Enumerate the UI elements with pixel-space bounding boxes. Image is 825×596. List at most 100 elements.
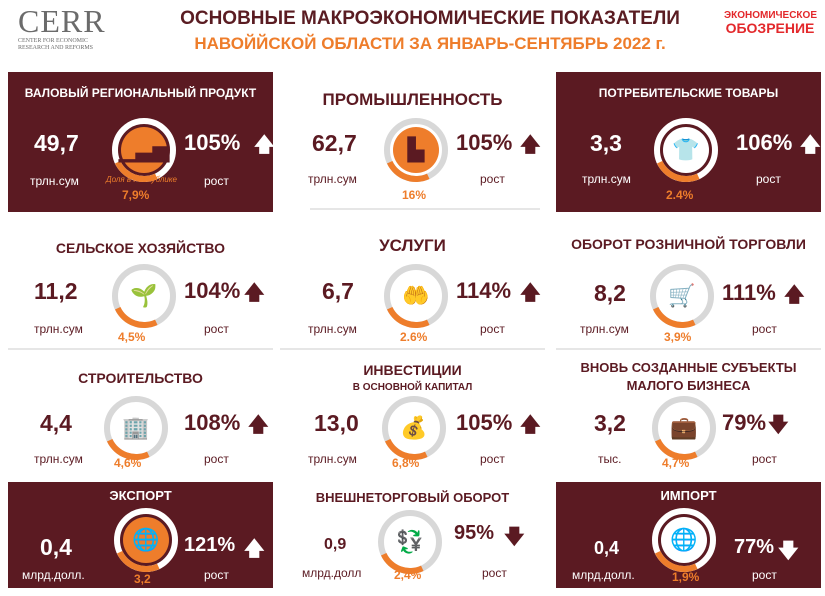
card-growth: 108% — [184, 410, 241, 435]
card-growth: 95% — [454, 522, 495, 544]
card-unit: млрд.долл. — [22, 568, 85, 582]
arrow-up-icon: 🡅 — [254, 134, 275, 156]
card-title: ВНОВЬ СОЗДАННЫЕ СУБЪЕКТЫ — [580, 360, 797, 375]
divider — [8, 348, 273, 350]
card-import: ИМПОРТ 0,4 млрд.долл. 🌐 1,9% 77% 🡇 рост — [556, 482, 821, 588]
share-ring — [384, 118, 448, 182]
card-growth: 79% — [722, 410, 767, 435]
card-title: ОБОРОТ РОЗНИЧНОЙ ТОРГОВЛИ — [571, 236, 806, 252]
share-ring — [104, 396, 168, 460]
arrow-up-icon: 🡅 — [248, 414, 269, 436]
card-investment: ИНВЕСТИЦИИ В ОСНОВНОЙ КАПИТАЛ 13,0 трлн.… — [280, 360, 545, 472]
share-note: Доля в Республике — [106, 175, 178, 184]
card-share: 3,9% — [664, 330, 692, 344]
card-unit: трлн.сум — [308, 452, 357, 466]
card-share: 3,2 — [134, 572, 151, 586]
card-smallbiz: ВНОВЬ СОЗДАННЫЕ СУБЪЕКТЫ МАЛОГО БИЗНЕСА … — [556, 360, 821, 472]
arrow-up-icon: 🡅 — [784, 284, 805, 306]
card-agri: СЕЛЬСКОЕ ХОЗЯЙСТВО 11,2 трлн.сум 🌱 4,5% … — [8, 222, 273, 350]
share-ring — [112, 264, 176, 328]
share-ring — [652, 396, 716, 460]
card-value: 0,9 — [324, 536, 347, 553]
card-value: 3,2 — [594, 410, 626, 436]
card-value: 11,2 — [34, 278, 78, 304]
card-share: 2.4% — [666, 188, 694, 202]
card-share: 6,8% — [392, 456, 420, 470]
card-growth: 106% — [736, 130, 793, 155]
card-value: 8,2 — [594, 280, 626, 306]
card-share: 7,9% — [122, 188, 150, 202]
share-ring — [654, 118, 718, 182]
card-title: ЭКСПОРТ — [109, 488, 172, 503]
arrow-up-icon: 🡅 — [244, 282, 265, 304]
card-growth: 77% — [734, 536, 775, 558]
share-ring — [382, 396, 446, 460]
growth-label: рост — [752, 568, 777, 582]
factory-icon: ▙ — [393, 127, 439, 173]
card-growth: 104% — [184, 278, 241, 303]
card-title: ПРОМЫШЛЕННОСТЬ — [322, 90, 503, 109]
card-title: ИМПОРТ — [660, 488, 717, 503]
growth-label: рост — [752, 322, 777, 336]
card-unit: трлн.сум — [308, 322, 357, 336]
card-value: 62,7 — [312, 130, 357, 156]
arrow-down-icon: 🡇 — [778, 540, 799, 562]
card-services: УСЛУГИ 6,7 трлн.сум 🤲 2.6% 114% 🡅 рост — [280, 222, 545, 350]
card-industry: ПРОМЫШЛЕННОСТЬ 62,7 трлн.сум ▙ 16% 105% … — [280, 72, 545, 212]
share-ring — [378, 510, 442, 574]
share-ring — [650, 264, 714, 328]
building-icon: 🏢 — [113, 405, 159, 451]
shopping-cart-icon: 🛒 — [659, 273, 705, 319]
publisher-logo: ЭКОНОМИЧЕСКОЕ ОБОЗРЕНИЕ — [724, 10, 817, 36]
card-title: ИНВЕСТИЦИИ — [363, 362, 462, 378]
divider — [280, 348, 545, 350]
card-unit: трлн.сум — [582, 172, 631, 186]
money-hand-icon: 💰 — [391, 405, 437, 451]
card-share: 4,7% — [662, 456, 690, 470]
card-value: 4,4 — [40, 410, 72, 436]
card-growth: 105% — [184, 130, 241, 155]
card-subtitle: В ОСНОВНОЙ КАПИТАЛ — [352, 382, 473, 393]
arrow-up-icon: 🡅 — [244, 538, 265, 560]
tshirt-icon: 👕 — [663, 127, 709, 173]
card-growth: 114% — [456, 278, 512, 303]
card-share: 4,6% — [114, 456, 142, 470]
card-value: 13,0 — [314, 410, 359, 436]
card-share: 1,9% — [672, 570, 700, 584]
growth-label: рост — [480, 452, 505, 466]
arrow-up-icon: 🡅 — [520, 134, 541, 156]
card-unit: трлн.сум — [34, 322, 83, 336]
card-trade: ВНЕШНЕТОРГОВЫЙ ОБОРОТ 0,9 млрд.долл 💱 2,… — [280, 482, 545, 588]
card-grp: ВАЛОВЫЙ РЕГИОНАЛЬНЫЙ ПРОДУКТ 49,7 трлн.с… — [8, 72, 275, 212]
page-title: ОСНОВНЫЕ МАКРОЭКОНОМИЧЕСКИЕ ПОКАЗАТЕЛИ — [180, 8, 680, 29]
card-unit: трлн.сум — [34, 452, 83, 466]
card-growth: 121% — [184, 534, 236, 556]
card-share: 16% — [402, 188, 427, 202]
divider — [556, 348, 821, 350]
header: CERR CENTER FOR ECONOMIC RESEARCH AND RE… — [0, 0, 825, 62]
card-value: 49,7 — [34, 130, 79, 156]
card-unit: трлн.сум — [308, 172, 357, 186]
card-share: 4,5% — [118, 330, 146, 344]
card-consumer: ПОТРЕБИТЕЛЬСКИЕ ТОВАРЫ 3,3 трлн.сум 👕 2.… — [556, 72, 821, 212]
cerr-logo: CERR CENTER FOR ECONOMIC RESEARCH AND RE… — [18, 4, 138, 52]
hand-service-icon: 🤲 — [393, 273, 439, 319]
growth-label: рост — [752, 452, 777, 466]
briefcase-icon: 💼 — [661, 405, 707, 451]
card-title: ПОТРЕБИТЕЛЬСКИЕ ТОВАРЫ — [598, 86, 779, 100]
card-growth: 105% — [456, 410, 513, 435]
card-subtitle: МАЛОГО БИЗНЕСА — [626, 378, 751, 393]
divider — [310, 208, 540, 210]
arrow-down-icon: 🡇 — [768, 414, 789, 436]
card-construction: СТРОИТЕЛЬСТВО 4,4 трлн.сум 🏢 4,6% 108% 🡅… — [8, 360, 273, 472]
card-title: СТРОИТЕЛЬСТВО — [78, 370, 203, 386]
card-share: 2.6% — [400, 330, 428, 344]
card-growth: 105% — [456, 130, 513, 155]
growth-label: рост — [482, 566, 507, 580]
card-value: 0,4 — [40, 534, 72, 560]
growth-label: рост — [480, 322, 505, 336]
arrow-up-icon: 🡅 — [800, 134, 821, 156]
card-title: СЕЛЬСКОЕ ХОЗЯЙСТВО — [55, 240, 226, 256]
share-ring — [112, 118, 176, 182]
growth-label: рост — [204, 452, 229, 466]
